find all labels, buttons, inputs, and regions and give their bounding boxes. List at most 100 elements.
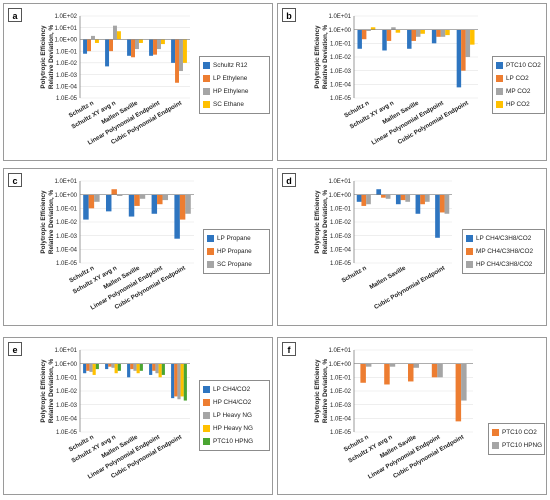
- x-category-label: Cubic Polynomial Endpoint: [373, 265, 446, 311]
- bar: [179, 194, 186, 220]
- legend-label: HP CH4/C3H8/CO2: [476, 261, 533, 268]
- bar: [424, 194, 430, 202]
- legend-label: HP Propane: [217, 248, 252, 255]
- bar: [407, 29, 412, 49]
- bar: [127, 363, 131, 378]
- legend-swatch: [496, 88, 503, 95]
- y-tick-label: 1.0E-02: [56, 389, 78, 395]
- bar: [127, 39, 132, 56]
- bar: [361, 194, 367, 206]
- legend-label: LP Heavy NG: [213, 412, 252, 419]
- y-tick-label: 1.0E-05: [56, 261, 78, 267]
- bar: [182, 39, 187, 63]
- bar: [153, 39, 157, 55]
- panel-label-f: f: [282, 342, 296, 356]
- bar: [116, 194, 123, 196]
- bar: [366, 29, 371, 31]
- legend-item: HP CO2: [496, 98, 541, 111]
- bar: [183, 363, 187, 401]
- bar: [456, 29, 462, 88]
- panel-label-c: c: [8, 173, 22, 187]
- legend-label: LP CH4/CO2: [213, 386, 251, 393]
- y-tick-label: 1.0E-05: [330, 430, 352, 436]
- y-tick-label: 1.0E+01: [54, 26, 77, 32]
- bar: [370, 27, 376, 30]
- y-tick-label: 1.0E+01: [328, 14, 351, 20]
- bar: [149, 363, 153, 375]
- legend-swatch: [203, 88, 210, 95]
- y-tick-label: 1.0E-05: [56, 96, 78, 102]
- legend-item: PTC10 CO2: [496, 59, 541, 72]
- chart-panel-f: 1.0E-05 1.0E-04 1.0E-03 1.0E-02 1.0E-01 1.0E+…: [277, 337, 547, 495]
- bar: [413, 363, 419, 368]
- bar: [105, 194, 112, 212]
- bar: [179, 39, 183, 72]
- legend-item: HP Ethylene: [203, 85, 266, 98]
- bar: [461, 363, 467, 401]
- y-tick-label: 1.0E+00: [54, 362, 77, 368]
- y-tick-label: 1.0E+00: [328, 362, 351, 368]
- chart-f-plot: 1.0E-05 1.0E-04 1.0E-03 1.0E-02 1.0E-01 1.0E+…: [314, 348, 473, 481]
- legend-b: PTC10 CO2 LP CO2 MP CO2 HP CO2: [492, 56, 545, 114]
- legend-label: HP Heavy NG: [213, 425, 254, 432]
- bar: [139, 363, 143, 371]
- legend-swatch: [496, 62, 503, 69]
- bar: [356, 194, 362, 202]
- y-tick-label: 1.0E-03: [330, 403, 352, 409]
- bar: [161, 363, 165, 375]
- legend-item: HP Propane: [207, 245, 266, 258]
- bar: [461, 29, 466, 71]
- bar: [366, 194, 371, 205]
- legend-label: HP Ethylene: [213, 88, 249, 95]
- bar: [108, 363, 112, 367]
- x-category-label: Schultz n: [340, 265, 368, 285]
- chart-panel-e: 1.0E-05 1.0E-04 1.0E-03 1.0E-02 1.0E-01 1.0E+…: [3, 337, 273, 495]
- bar: [445, 29, 450, 36]
- chart-e-plot: 1.0E-05 1.0E-04 1.0E-03 1.0E-02 1.0E-01 1.0E+…: [40, 348, 190, 481]
- legend-swatch: [203, 438, 210, 445]
- bar: [105, 39, 110, 67]
- y-tick-label: 1.0E-04: [56, 84, 78, 90]
- bar: [420, 29, 425, 34]
- legend-swatch: [492, 429, 499, 436]
- bar: [157, 194, 163, 205]
- legend-item: SC Ethane: [203, 98, 266, 111]
- bar: [384, 363, 390, 385]
- bar: [465, 29, 471, 57]
- bar: [87, 39, 91, 52]
- bar: [109, 39, 113, 52]
- bar: [395, 29, 401, 33]
- bar: [138, 39, 143, 43]
- bar: [136, 363, 140, 374]
- legend-item: Schultz R12: [203, 59, 266, 72]
- bar: [116, 31, 121, 40]
- y-tick-label: 1.0E-04: [330, 248, 352, 254]
- legend-d: LP CH4/C3H8/CO2 MP CH4/C3H8/CO2 HP CH4/C3H…: [462, 229, 545, 274]
- legend-label: HP CH4/CO2: [213, 399, 252, 406]
- panel-label-a: a: [8, 8, 22, 22]
- chart-panel-c: 1.0E-05 1.0E-04 1.0E-03 1.0E-02 1.0E-01 1.0E+…: [3, 168, 273, 326]
- y-axis-label: Polytropic EfficiencyRelative Deviation,…: [40, 25, 55, 90]
- bar: [152, 363, 156, 371]
- legend-item: LP CH4/CO2: [203, 383, 266, 396]
- y-tick-label: 1.0E-02: [56, 220, 78, 226]
- bar: [83, 363, 87, 374]
- legend-label: PTC10 HPNG: [213, 438, 254, 445]
- legend-item: LP Ethylene: [203, 72, 266, 85]
- legend-swatch: [207, 248, 214, 255]
- legend-swatch: [203, 62, 210, 69]
- y-tick-label: 1.0E-02: [330, 55, 352, 61]
- y-axis-label: Polytropic EfficiencyRelative Deviation,…: [314, 25, 329, 90]
- bar: [134, 194, 140, 206]
- bar: [385, 194, 391, 199]
- bar: [408, 363, 414, 382]
- legend-label: Schultz R12: [213, 62, 248, 69]
- y-tick-label: 1.0E+01: [54, 179, 77, 185]
- y-tick-label: 1.0E-03: [56, 73, 78, 79]
- y-tick-label: 1.0E-03: [56, 403, 78, 409]
- y-tick-label: 1.0E-04: [56, 248, 78, 254]
- chart-d-plot: 1.0E-05 1.0E-04 1.0E-03 1.0E-02 1.0E-01 1.0E+…: [314, 179, 452, 311]
- chart-c-plot: 1.0E-05 1.0E-04 1.0E-03 1.0E-02 1.0E-01 1.0E+…: [40, 179, 194, 312]
- legend-swatch: [203, 412, 210, 419]
